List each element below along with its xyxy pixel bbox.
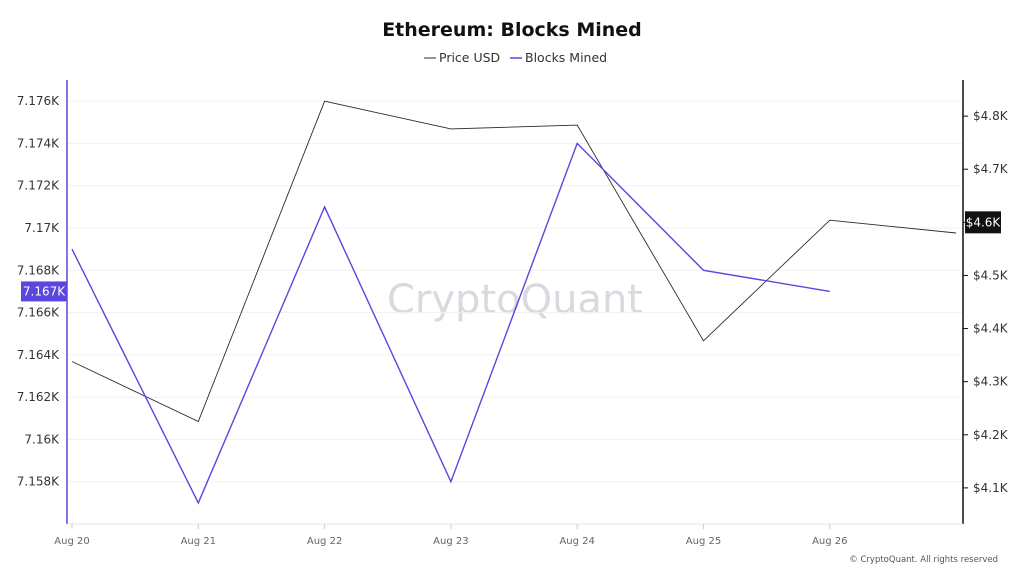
chart-legend: Price USD Blocks Mined: [424, 50, 607, 65]
left-tick-label: 7.168K: [17, 263, 60, 277]
left-tick-label: 7.158K: [17, 475, 60, 489]
left-tick-label: 7.164K: [17, 348, 60, 362]
right-tick-label: $4.8K: [973, 109, 1009, 123]
left-tick-label: 7.162K: [17, 390, 60, 404]
series-lines: [71, 100, 957, 505]
right-tick-label: $4.2K: [973, 428, 1009, 442]
left-axis-ticks: 7.158K 7.16K 7.162K 7.164K 7.166K 7.168K 7.17K…: [17, 94, 60, 489]
x-tick-label: Aug 23: [433, 536, 468, 547]
grid-lines: [67, 100, 963, 483]
right-tick-label: $4.3K: [973, 375, 1009, 389]
right-current-badge: [965, 211, 1001, 234]
blocks-mined-line: [71, 142, 830, 505]
x-tick-label: Aug 24: [559, 536, 594, 547]
legend-label-price[interactable]: Price USD: [439, 50, 500, 65]
left-current-badge: [21, 281, 67, 302]
left-tick-label: 7.16K: [24, 432, 60, 446]
left-tick-label: 7.176K: [17, 94, 60, 108]
x-tick-label: Aug 20: [54, 536, 89, 547]
right-tick-label: $4.5K: [973, 268, 1009, 282]
x-tick-label: Aug 26: [812, 536, 847, 547]
price-usd-line: [71, 100, 957, 423]
left-current-label: 7.167K: [23, 284, 66, 298]
left-tick-label: 7.172K: [17, 179, 60, 193]
right-tick-label: $4.1K: [973, 481, 1009, 495]
chart-title: Ethereum: Blocks Mined: [382, 19, 642, 41]
right-current-label: $4.6K: [966, 215, 1002, 229]
current-value-badges: 7.167K $4.6K: [21, 211, 1002, 302]
left-tick-label: 7.166K: [17, 306, 60, 320]
right-tick-label: $4.7K: [973, 162, 1009, 176]
x-tick-label: Aug 21: [181, 536, 216, 547]
copyright-credit: © CryptoQuant. All rights reserved: [849, 555, 998, 565]
chart-axes: [66, 80, 964, 525]
right-tick-label: $4.4K: [973, 322, 1009, 336]
x-tick-label: Aug 25: [686, 536, 721, 547]
watermark: CryptoQuant: [387, 277, 643, 323]
x-tick-label: Aug 22: [307, 536, 342, 547]
left-tick-label: 7.17K: [24, 221, 60, 235]
right-axis-ticks: $4.1K $4.2K $4.3K $4.4K $4.5K $4.7K $4.8K: [963, 109, 1009, 495]
x-axis-ticks: Aug 20 Aug 21 Aug 22 Aug 23 Aug 24 Aug 25 Aug …: [54, 524, 848, 547]
legend-label-blocks[interactable]: Blocks Mined: [525, 50, 607, 65]
left-tick-label: 7.174K: [17, 136, 60, 150]
